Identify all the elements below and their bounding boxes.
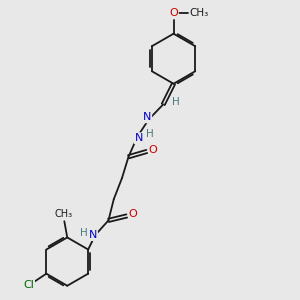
Text: CH₃: CH₃ — [55, 209, 73, 219]
Text: CH₃: CH₃ — [190, 8, 209, 18]
Text: H: H — [172, 97, 179, 107]
Text: N: N — [143, 112, 151, 122]
Text: O: O — [169, 8, 178, 18]
Text: H: H — [146, 129, 154, 140]
Text: O: O — [149, 145, 158, 155]
Text: Cl: Cl — [23, 280, 34, 290]
Text: N: N — [89, 230, 97, 240]
Text: O: O — [129, 209, 138, 220]
Text: N: N — [135, 133, 143, 143]
Text: H: H — [80, 228, 88, 238]
